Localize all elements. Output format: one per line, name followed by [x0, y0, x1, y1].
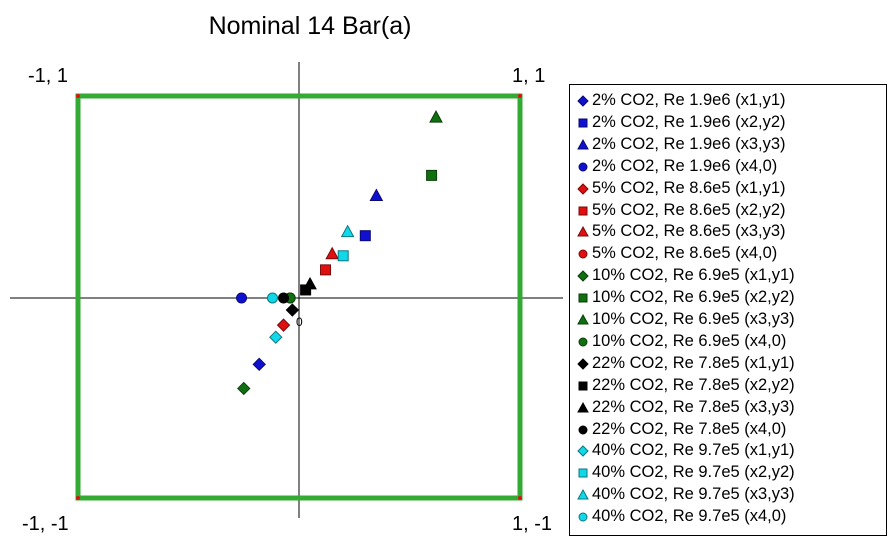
legend-swatch-triangle-icon — [577, 313, 589, 325]
legend-swatch-square-icon — [578, 206, 588, 215]
legend: 2% CO2, Re 1.9e6 (x1,y1) 2% CO2, Re 1.9e6… — [569, 84, 887, 536]
legend-swatch-circle-icon — [578, 425, 588, 434]
legend-label: 10% CO2, Re 6.9e5 (x2,y2) — [592, 288, 795, 307]
data-point-series-17-square — [337, 250, 349, 262]
legend-swatch-triangle-icon — [577, 489, 589, 500]
legend-swatch-triangle-icon — [577, 401, 589, 413]
origin-zero-label: 0 — [296, 315, 303, 329]
data-point-series-8-diamond — [237, 381, 251, 396]
legend-swatch-diamond-icon — [577, 445, 589, 458]
data-point-series-2-triangle — [369, 188, 384, 201]
legend-label: 10% CO2, Re 6.9e5 (x3,y3) — [592, 310, 795, 328]
legend-swatch-diamond-icon — [577, 182, 589, 195]
legend-label: 40% CO2, Re 9.7e5 (x3,y3) — [592, 485, 795, 504]
legend-label: 22% CO2, Re 7.8e5 (x4,0) — [592, 419, 787, 438]
legend-swatch-triangle-icon — [577, 226, 589, 237]
legend-swatch-square-icon — [578, 293, 588, 303]
data-point-series-6-triangle — [325, 246, 339, 260]
corner-label-top-left: -1, 1 — [28, 65, 68, 87]
corner-label-top-right: 1, 1 — [512, 65, 545, 87]
chart-title: Nominal 14 Bar(a) — [209, 12, 412, 40]
data-point-series-0-diamond — [252, 357, 266, 372]
legend-label: 22% CO2, Re 7.8e5 (x3,y3) — [592, 397, 795, 416]
data-point-series-12-diamond — [285, 303, 300, 317]
legend-label: 5% CO2, Re 8.6e5 (x1,y1) — [592, 178, 786, 197]
legend-swatch-circle-icon — [578, 249, 588, 259]
corner-marker-bottom-left — [76, 496, 80, 500]
data-point-series-13-square — [300, 284, 312, 296]
corner-label-bottom-left: -1, -1 — [22, 513, 69, 535]
legend-label: 2% CO2, Re 1.9e6 (x3,y3) — [592, 134, 786, 153]
data-point-series-18-triangle — [340, 224, 355, 238]
legend-swatch-square-icon — [578, 381, 588, 391]
legend-label: 5% CO2, Re 8.6e5 (x4,0) — [592, 244, 778, 263]
legend-label: 10% CO2, Re 6.9e5 (x1,y1) — [592, 266, 795, 285]
data-points — [236, 110, 443, 396]
legend-label: 40% CO2, Re 9.7e5 (x4,0) — [592, 507, 787, 526]
legend-label: 40% CO2, Re 9.7e5 (x2,y2) — [592, 463, 795, 482]
legend-swatch-circle-icon — [578, 512, 588, 522]
legend-swatch-triangle-icon — [577, 138, 589, 150]
legend-swatch-diamond-icon — [577, 358, 589, 370]
legend-label: 2% CO2, Re 1.9e6 (x4,0) — [592, 156, 778, 175]
legend-swatch-square-icon — [578, 118, 588, 128]
legend-label: 5% CO2, Re 8.6e5 (x2,y2) — [592, 200, 786, 219]
data-point-series-10-triangle — [429, 110, 443, 123]
data-point-series-3-circle — [236, 292, 248, 304]
corner-marker-top-right — [518, 94, 522, 98]
legend-swatch-diamond-icon — [577, 95, 589, 107]
data-point-series-14-triangle — [303, 276, 317, 290]
legend-label: 5% CO2, Re 8.6e5 (x3,y3) — [592, 222, 786, 241]
corner-marker-bottom-right — [518, 496, 522, 500]
unit-square — [75, 93, 523, 501]
legend-swatch-square-icon — [578, 468, 588, 478]
legend-swatch-diamond-icon — [577, 270, 589, 282]
legend-label: 10% CO2, Re 6.9e5 (x4,0) — [592, 331, 787, 350]
corner-marker-top-left — [76, 94, 80, 98]
legend-label: 40% CO2, Re 9.7e5 (x1,y1) — [592, 441, 795, 460]
legend-label: 2% CO2, Re 1.9e6 (x2,y2) — [592, 112, 786, 131]
data-point-series-19-circle — [266, 292, 278, 304]
data-point-series-16-diamond — [269, 330, 283, 344]
data-point-series-15-circle — [278, 292, 290, 304]
data-point-series-4-diamond — [276, 318, 291, 332]
corner-label-bottom-right: 1, -1 — [512, 513, 552, 535]
legend-swatch-circle-icon — [578, 337, 588, 347]
data-point-series-9-square — [426, 169, 438, 181]
legend-label: 22% CO2, Re 7.8e5 (x2,y2) — [592, 375, 795, 394]
legend-swatch-circle-icon — [578, 162, 588, 172]
data-point-series-5-square — [320, 264, 332, 276]
legend-label: 22% CO2, Re 7.8e5 (x1,y1) — [592, 353, 795, 372]
legend-label: 2% CO2, Re 1.9e6 (x1,y1) — [592, 91, 786, 109]
data-point-series-1-square — [359, 230, 371, 242]
